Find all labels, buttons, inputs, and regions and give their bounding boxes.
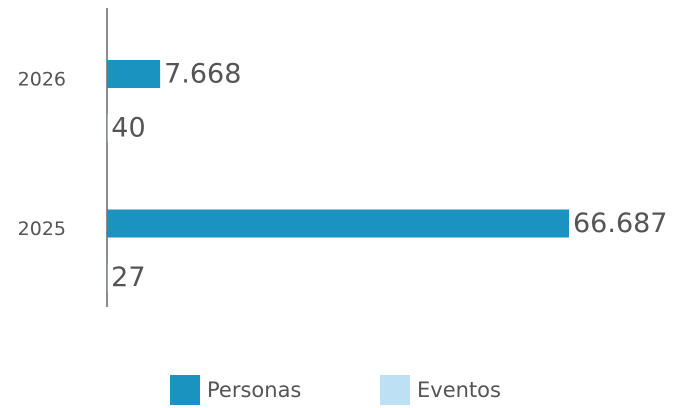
bar: [107, 60, 161, 88]
y-tick-label: 2025: [18, 218, 66, 240]
data-label: 40: [111, 113, 145, 144]
legend-label: Personas: [207, 378, 301, 402]
legend-swatch: [170, 375, 200, 405]
y-tick-label: 2026: [18, 68, 66, 90]
data-label: 27: [111, 262, 145, 293]
legend-label: Eventos: [417, 378, 501, 402]
data-label: 66.687: [573, 208, 667, 239]
bar: [107, 209, 569, 238]
legend-swatch: [380, 375, 410, 405]
data-label: 7.668: [164, 59, 241, 90]
